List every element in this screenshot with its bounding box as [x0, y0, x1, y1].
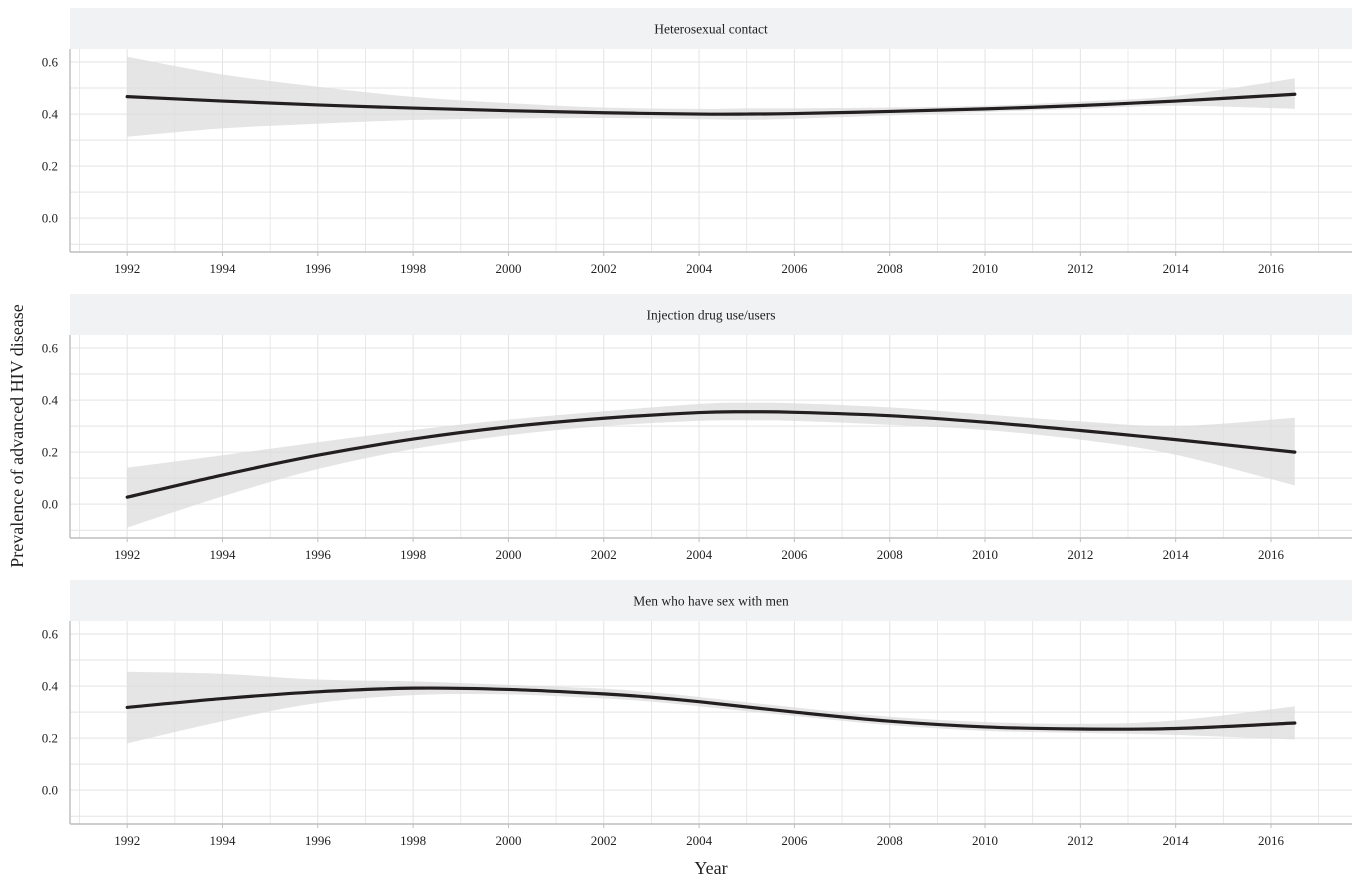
panel-2-x-tick-label: 2004: [686, 547, 713, 562]
panel-3-y-tick-label: 0.6: [42, 627, 59, 642]
panel-1-x-tick-label: 1992: [114, 261, 140, 276]
panel-1-x-tick-label: 2008: [877, 261, 903, 276]
panel-2-confidence-band: [127, 402, 1295, 528]
panel-1-strip: [70, 8, 1352, 49]
panel-1-x-tick-label: 2002: [591, 261, 617, 276]
panel-2-x-tick-label: 1996: [305, 547, 332, 562]
panel-2-x-tick-label: 2000: [495, 547, 521, 562]
panel-3-x-tick-label: 2006: [781, 833, 808, 848]
panel-1-x-tick-label: 2014: [1163, 261, 1190, 276]
panel-3-x-tick-label: 2012: [1067, 833, 1093, 848]
panel-3-x-tick-label: 2016: [1258, 833, 1285, 848]
panel-3-strip: [70, 580, 1352, 621]
panel-1-y-tick-label: 0.6: [42, 55, 59, 70]
panel-3-x-tick-label: 1994: [210, 833, 237, 848]
panel-2-x-tick-label: 2012: [1067, 547, 1093, 562]
panel-1-y-tick-label: 0.0: [42, 211, 58, 226]
panel-3-title: Men who have sex with men: [633, 594, 789, 609]
y-axis-title: Prevalence of advanced HIV disease: [7, 304, 27, 568]
x-axis-title: Year: [694, 858, 727, 878]
panel-1-title: Heterosexual contact: [654, 22, 768, 37]
panel-3-x-tick-label: 1996: [305, 833, 332, 848]
panel-3-y-tick-label: 0.2: [42, 731, 58, 746]
panel-2-y-tick-label: 0.6: [42, 341, 59, 356]
panel-2-x-tick-label: 1994: [210, 547, 237, 562]
panel-3-x-tick-label: 1992: [114, 833, 140, 848]
panel-2-x-tick-label: 2006: [781, 547, 808, 562]
panel-1-series-line: [125, 92, 1297, 116]
panel-1-x-tick-label: 1996: [305, 261, 332, 276]
panel-2-x-tick-label: 1992: [114, 547, 140, 562]
panel-1-y-tick-label: 0.4: [42, 107, 59, 122]
panel-1-x-tick-label: 1998: [400, 261, 426, 276]
panel-3-x-tick-label: 2000: [495, 833, 521, 848]
panel-1-x-tick-label: 2000: [495, 261, 521, 276]
panel-1-x-tick-label: 2006: [781, 261, 808, 276]
panel-2-y-tick-label: 0.0: [42, 497, 58, 512]
panel-1-confidence-band: [127, 56, 1295, 137]
panel-2-x-tick-label: 2014: [1163, 547, 1190, 562]
panel-2-y-tick-label: 0.4: [42, 393, 59, 408]
panel-3-y-tick-label: 0.0: [42, 783, 58, 798]
panel-3-x-tick-label: 2014: [1163, 833, 1190, 848]
panel-2-title: Injection drug use/users: [647, 308, 776, 323]
panel-3-y-tick-label: 0.4: [42, 679, 59, 694]
panel-3-x-tick-label: 2008: [877, 833, 903, 848]
panel-1-x-tick-label: 2016: [1258, 261, 1285, 276]
panel-1-x-tick-label: 1994: [210, 261, 237, 276]
panel-2-strip: [70, 294, 1352, 335]
panel-2-y-tick-label: 0.2: [42, 445, 58, 460]
panel-1-x-tick-label: 2004: [686, 261, 713, 276]
panel-3-confidence-band: [127, 671, 1295, 744]
panel-2-x-tick-label: 1998: [400, 547, 426, 562]
panel-2-x-tick-label: 2016: [1258, 547, 1285, 562]
panel-2-x-tick-label: 2002: [591, 547, 617, 562]
panel-2-series-line: [125, 410, 1297, 499]
panel-2-x-tick-label: 2010: [972, 547, 998, 562]
panel-3-series-line: [125, 686, 1297, 731]
panel-3-x-tick-label: 1998: [400, 833, 426, 848]
panel-3-x-tick-label: 2004: [686, 833, 713, 848]
panel-3-x-tick-label: 2002: [591, 833, 617, 848]
panel-3-x-tick-label: 2010: [972, 833, 998, 848]
panel-1-x-tick-label: 2010: [972, 261, 998, 276]
panel-2-x-tick-label: 2008: [877, 547, 903, 562]
panel-1-y-tick-label: 0.2: [42, 159, 58, 174]
panel-1-x-tick-label: 2012: [1067, 261, 1093, 276]
